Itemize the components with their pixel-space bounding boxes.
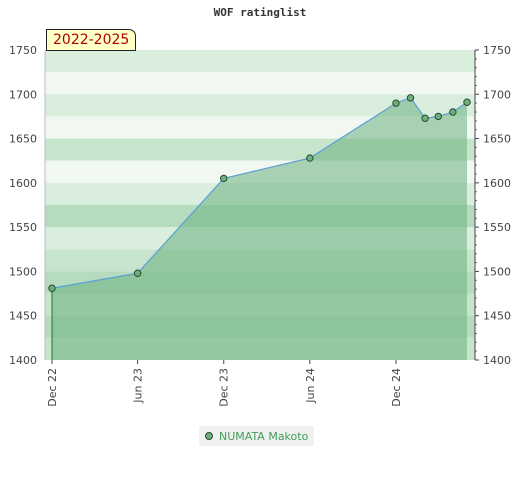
axes <box>44 50 476 360</box>
background-band <box>45 72 475 95</box>
y-tick-label-left: 1450 <box>9 310 37 323</box>
y-tick-label-right: 1600 <box>483 177 511 190</box>
x-tick-label: Dec 24 <box>390 368 403 407</box>
y-tick-label-left: 1750 <box>9 44 37 57</box>
data-point <box>463 98 471 106</box>
data-point <box>306 154 314 162</box>
rating-line <box>51 97 468 289</box>
y-tick-label-left: 1600 <box>9 177 37 190</box>
rating-area <box>52 97 467 360</box>
period-badge: 2022-2025 <box>46 29 137 51</box>
y-tick-label-left: 1550 <box>9 221 37 234</box>
data-point <box>133 269 142 277</box>
legend[interactable]: NUMATA Makoto <box>199 426 315 446</box>
data-point <box>434 112 442 121</box>
legend-marker <box>205 432 213 440</box>
y-tick-label-left: 1650 <box>9 133 37 146</box>
y-tick-label-left: 1500 <box>9 265 37 278</box>
background-band <box>45 94 475 117</box>
legend-label: NUMATA Makoto <box>219 429 309 443</box>
y-tick-label-right: 1650 <box>483 133 511 146</box>
y-tick-label-left: 1400 <box>9 354 37 367</box>
y-tick-label-right: 1500 <box>483 265 511 278</box>
data-point <box>449 108 457 116</box>
data-point <box>48 284 56 292</box>
background-band <box>45 50 475 73</box>
data-point <box>392 99 400 107</box>
x-tick-label: Jun 24 <box>304 368 317 404</box>
x-tick-label: Dec 22 <box>46 368 59 407</box>
data-point <box>406 94 415 102</box>
y-tick-label-left: 1700 <box>9 88 37 101</box>
chart-title: WOF ratinglist <box>213 6 307 19</box>
y-tick-label-right: 1450 <box>483 310 511 323</box>
rating-area-layer <box>51 97 468 360</box>
data-point <box>220 174 228 183</box>
x-tick-label: Jun 23 <box>132 368 145 404</box>
y-tick-label-right: 1400 <box>483 354 511 367</box>
data-point <box>421 114 429 122</box>
y-axis-right: 1400 1450 1500 1550 1600 1650 1700 1750 <box>475 44 511 367</box>
data-points <box>48 94 471 292</box>
x-axis: Dec 22 Jun 23 Dec 23 Jun 24 Dec 24 <box>46 360 403 407</box>
y-tick-label-right: 1700 <box>483 88 511 101</box>
y-tick-label-right: 1750 <box>483 44 511 57</box>
x-tick-label: Dec 23 <box>218 368 231 407</box>
y-tick-label-right: 1550 <box>483 221 511 234</box>
y-axis-left: 1400 1450 1500 1550 1600 1650 1700 1750 <box>9 44 37 367</box>
